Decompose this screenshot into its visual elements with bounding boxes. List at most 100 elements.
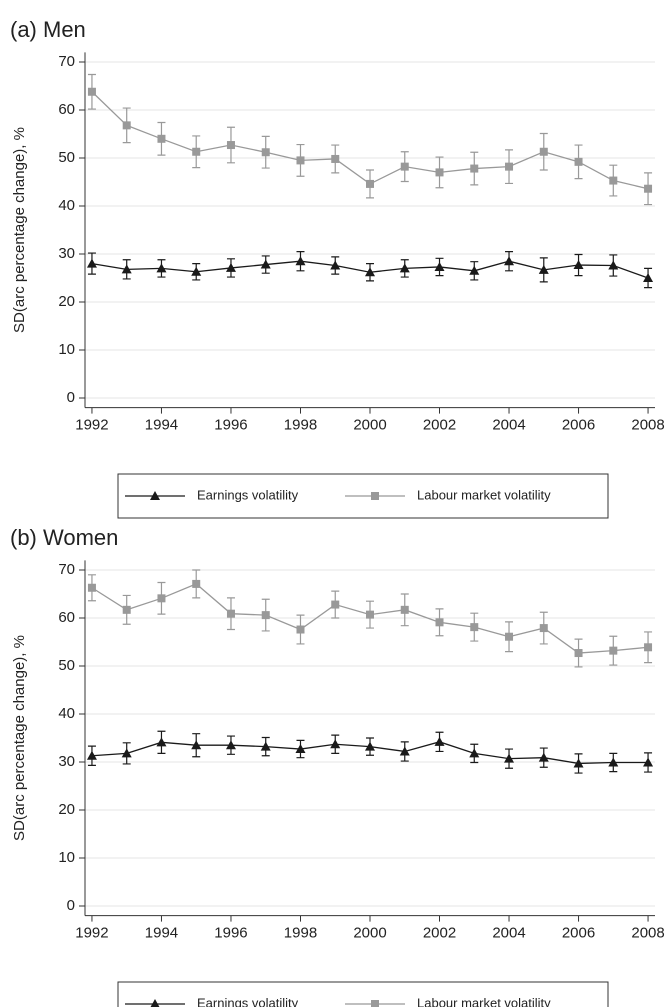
marker <box>609 176 618 185</box>
marker <box>470 164 479 173</box>
marker <box>366 610 374 619</box>
marker <box>87 583 96 592</box>
marker <box>295 256 306 266</box>
marker <box>608 757 619 767</box>
x-tick-label: 1998 <box>284 417 317 434</box>
marker <box>260 259 271 269</box>
marker <box>505 162 514 171</box>
x-tick-label: 1994 <box>145 417 178 434</box>
x-tick-label: 2008 <box>631 417 664 434</box>
x-tick-label: 2002 <box>423 417 456 434</box>
x-tick-label: 1994 <box>145 925 178 942</box>
marker <box>330 260 341 270</box>
legend-marker <box>371 1000 379 1007</box>
marker <box>122 121 131 130</box>
y-tick-label: 60 <box>58 101 75 118</box>
x-tick-label: 2006 <box>562 925 595 942</box>
y-tick-label: 30 <box>58 753 75 770</box>
x-tick-label: 2006 <box>562 417 595 434</box>
marker <box>295 744 306 754</box>
x-tick-label: 1998 <box>284 925 317 942</box>
legend-box <box>117 981 609 1007</box>
marker <box>225 740 236 750</box>
x-tick-label: 1996 <box>214 925 247 942</box>
marker <box>157 594 166 603</box>
marker <box>574 649 583 658</box>
marker <box>191 266 202 276</box>
x-tick-label: 2000 <box>353 925 386 942</box>
marker <box>86 750 97 760</box>
marker <box>261 148 270 157</box>
y-tick-label: 10 <box>58 849 75 866</box>
legend-label: Earnings volatility <box>197 995 299 1007</box>
marker <box>225 262 236 272</box>
x-tick-label: 1992 <box>75 925 108 942</box>
y-tick-label: 10 <box>58 341 75 358</box>
marker <box>191 740 202 750</box>
x-tick-label: 1996 <box>214 417 247 434</box>
marker <box>504 753 515 763</box>
x-tick-label: 2008 <box>631 925 664 942</box>
marker <box>470 623 479 632</box>
legend-marker <box>150 999 160 1007</box>
marker <box>192 579 201 588</box>
marker <box>260 741 271 751</box>
chart-title: (b) Women <box>10 525 118 550</box>
marker <box>574 157 583 166</box>
x-tick-label: 2004 <box>492 925 525 942</box>
legend-marker <box>371 492 379 500</box>
marker <box>539 624 548 633</box>
x-tick-label: 2002 <box>423 925 456 942</box>
legend-label: Labour market volatility <box>417 487 551 502</box>
y-tick-label: 50 <box>58 657 75 674</box>
marker <box>504 256 515 266</box>
marker <box>330 739 341 749</box>
x-tick-label: 1992 <box>75 417 108 434</box>
marker <box>643 757 654 767</box>
marker <box>400 162 409 171</box>
y-tick-label: 20 <box>58 801 75 818</box>
marker <box>86 258 97 268</box>
marker <box>366 179 374 188</box>
marker <box>608 260 619 270</box>
marker <box>261 611 270 620</box>
legend-marker <box>150 491 160 500</box>
marker <box>296 625 305 634</box>
panel: (b) Women SD(arc percentage change), % 0 10… <box>10 525 665 1007</box>
x-tick-label: 2000 <box>353 417 386 434</box>
marker <box>644 184 653 193</box>
marker <box>399 263 410 273</box>
marker <box>435 618 444 627</box>
marker <box>644 643 653 652</box>
marker <box>156 263 167 273</box>
y-axis-label: SD(arc percentage change), % <box>11 635 28 841</box>
marker <box>469 265 480 275</box>
marker <box>226 141 235 150</box>
marker <box>573 758 584 768</box>
legend-label: Labour market volatility <box>417 995 551 1007</box>
marker <box>331 600 340 609</box>
marker <box>434 736 445 746</box>
marker <box>122 605 131 614</box>
marker <box>469 748 480 758</box>
marker <box>365 267 375 277</box>
y-tick-label: 70 <box>58 53 75 70</box>
marker <box>538 264 549 274</box>
marker <box>156 737 167 747</box>
y-tick-label: 20 <box>58 293 75 310</box>
marker <box>643 273 654 282</box>
y-tick-label: 30 <box>58 245 75 262</box>
marker <box>87 87 96 96</box>
marker <box>192 147 201 156</box>
marker <box>435 168 444 177</box>
marker <box>331 154 340 163</box>
marker <box>121 264 132 274</box>
marker <box>399 746 410 756</box>
legend-box <box>117 473 609 519</box>
y-tick-label: 70 <box>58 561 75 578</box>
y-axis-label: SD(arc percentage change), % <box>11 127 28 333</box>
y-tick-label: 0 <box>67 389 75 406</box>
marker <box>573 260 584 270</box>
x-tick-label: 2004 <box>492 417 525 434</box>
